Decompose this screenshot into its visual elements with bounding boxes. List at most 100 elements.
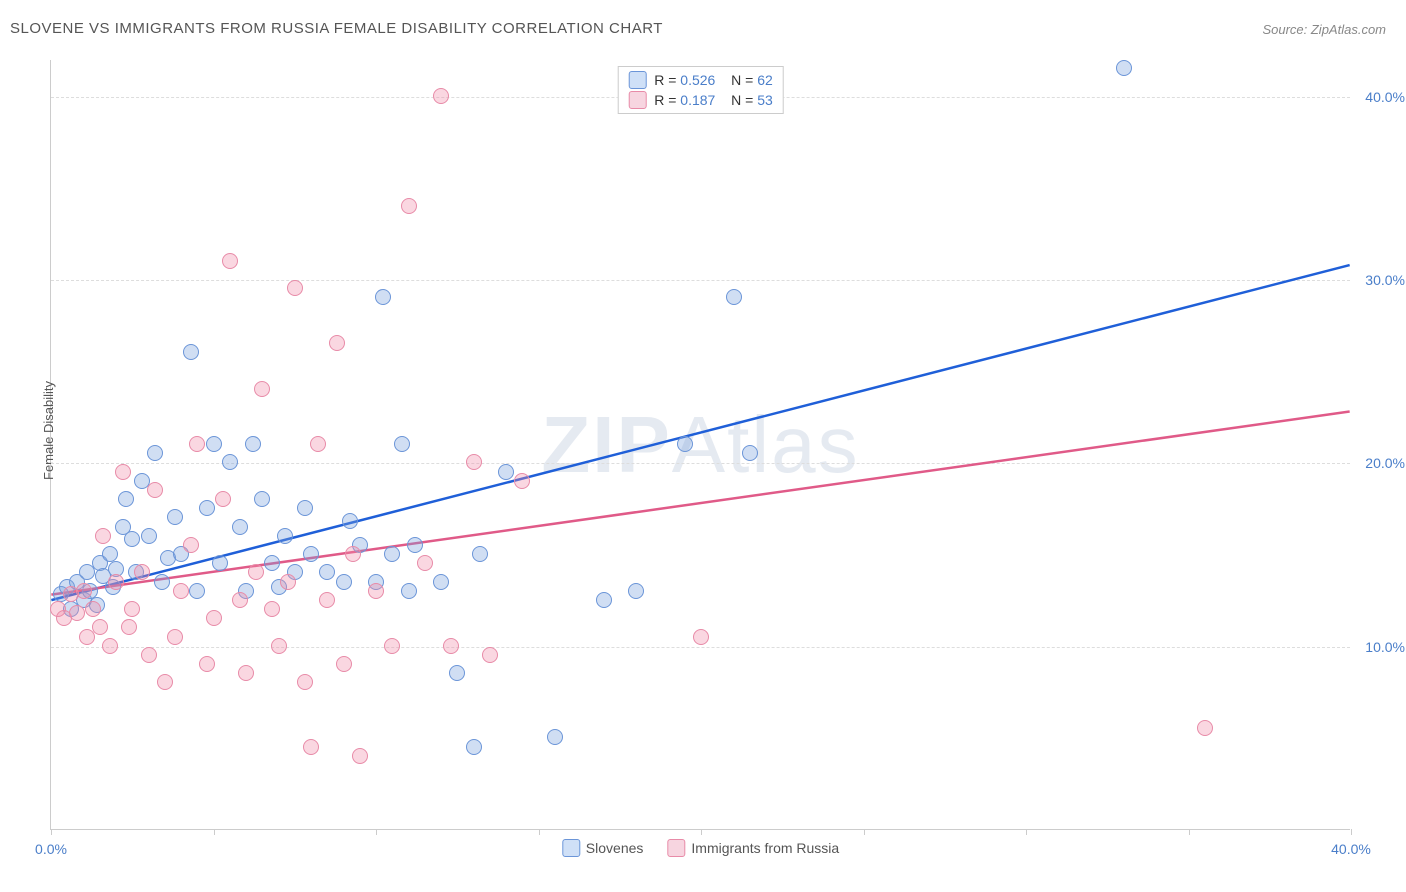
trend-line bbox=[51, 265, 1349, 600]
scatter-point bbox=[1116, 60, 1132, 76]
y-tick-label: 20.0% bbox=[1365, 455, 1405, 471]
scatter-point bbox=[449, 665, 465, 681]
scatter-point bbox=[319, 564, 335, 580]
scatter-point bbox=[115, 464, 131, 480]
scatter-point bbox=[482, 647, 498, 663]
scatter-point bbox=[85, 601, 101, 617]
scatter-point bbox=[147, 482, 163, 498]
scatter-point bbox=[134, 564, 150, 580]
legend-row-slovenes: R = 0.526 N = 62 bbox=[628, 71, 773, 89]
scatter-point bbox=[212, 555, 228, 571]
scatter-point bbox=[336, 656, 352, 672]
scatter-point bbox=[238, 665, 254, 681]
legend-series: Slovenes Immigrants from Russia bbox=[562, 839, 839, 857]
chart-container: SLOVENE VS IMMIGRANTS FROM RUSSIA FEMALE… bbox=[10, 10, 1396, 882]
scatter-point bbox=[154, 574, 170, 590]
scatter-point bbox=[401, 198, 417, 214]
y-axis-label: Female Disability bbox=[41, 381, 56, 480]
scatter-point bbox=[167, 509, 183, 525]
scatter-point bbox=[368, 583, 384, 599]
n-stat-slovenes: N = 62 bbox=[723, 72, 772, 88]
scatter-point bbox=[329, 335, 345, 351]
scatter-point bbox=[245, 436, 261, 452]
plot-area: Female Disability ZIPAtlas 10.0%20.0%30.… bbox=[50, 60, 1350, 830]
x-tick-label: 40.0% bbox=[1331, 841, 1371, 857]
scatter-point bbox=[108, 574, 124, 590]
x-tick bbox=[214, 829, 215, 835]
scatter-point bbox=[141, 647, 157, 663]
scatter-point bbox=[677, 436, 693, 452]
scatter-point bbox=[215, 491, 231, 507]
scatter-point bbox=[407, 537, 423, 553]
scatter-point bbox=[102, 638, 118, 654]
scatter-point bbox=[1197, 720, 1213, 736]
scatter-point bbox=[345, 546, 361, 562]
scatter-point bbox=[121, 619, 137, 635]
scatter-point bbox=[173, 583, 189, 599]
scatter-point bbox=[95, 528, 111, 544]
scatter-point bbox=[157, 674, 173, 690]
scatter-point bbox=[310, 436, 326, 452]
scatter-point bbox=[141, 528, 157, 544]
scatter-point bbox=[303, 739, 319, 755]
scatter-point bbox=[69, 605, 85, 621]
x-tick-label: 0.0% bbox=[35, 841, 67, 857]
scatter-point bbox=[319, 592, 335, 608]
r-stat-russia: R = 0.187 bbox=[654, 92, 715, 108]
scatter-point bbox=[248, 564, 264, 580]
scatter-point bbox=[352, 748, 368, 764]
gridline-h bbox=[51, 647, 1350, 648]
scatter-point bbox=[277, 528, 293, 544]
legend-row-russia: R = 0.187 N = 53 bbox=[628, 91, 773, 109]
legend-item-slovenes: Slovenes bbox=[562, 839, 644, 857]
scatter-point bbox=[222, 454, 238, 470]
scatter-point bbox=[394, 436, 410, 452]
scatter-point bbox=[472, 546, 488, 562]
scatter-point bbox=[498, 464, 514, 480]
y-tick-label: 30.0% bbox=[1365, 272, 1405, 288]
swatch-russia-bottom bbox=[667, 839, 685, 857]
scatter-point bbox=[375, 289, 391, 305]
chart-title: SLOVENE VS IMMIGRANTS FROM RUSSIA FEMALE… bbox=[10, 20, 663, 37]
swatch-slovenes bbox=[628, 71, 646, 89]
scatter-point bbox=[466, 739, 482, 755]
x-tick bbox=[1189, 829, 1190, 835]
legend-correlation: R = 0.526 N = 62 R = 0.187 N = 53 bbox=[617, 66, 784, 114]
x-tick bbox=[701, 829, 702, 835]
scatter-point bbox=[222, 253, 238, 269]
scatter-point bbox=[417, 555, 433, 571]
swatch-slovenes-bottom bbox=[562, 839, 580, 857]
scatter-point bbox=[254, 381, 270, 397]
scatter-point bbox=[596, 592, 612, 608]
scatter-point bbox=[183, 344, 199, 360]
scatter-point bbox=[384, 638, 400, 654]
y-tick-label: 40.0% bbox=[1365, 89, 1405, 105]
x-tick bbox=[539, 829, 540, 835]
r-stat-slovenes: R = 0.526 bbox=[654, 72, 715, 88]
scatter-point bbox=[124, 531, 140, 547]
scatter-point bbox=[514, 473, 530, 489]
scatter-point bbox=[189, 583, 205, 599]
source-attribution: Source: ZipAtlas.com bbox=[1262, 22, 1386, 37]
scatter-point bbox=[232, 592, 248, 608]
scatter-point bbox=[693, 629, 709, 645]
gridline-h bbox=[51, 280, 1350, 281]
scatter-point bbox=[189, 436, 205, 452]
scatter-point bbox=[297, 674, 313, 690]
scatter-point bbox=[384, 546, 400, 562]
scatter-point bbox=[271, 638, 287, 654]
y-tick-label: 10.0% bbox=[1365, 639, 1405, 655]
scatter-point bbox=[92, 619, 108, 635]
n-stat-russia: N = 53 bbox=[723, 92, 772, 108]
legend-item-russia: Immigrants from Russia bbox=[667, 839, 839, 857]
scatter-point bbox=[547, 729, 563, 745]
swatch-russia bbox=[628, 91, 646, 109]
scatter-point bbox=[297, 500, 313, 516]
x-tick bbox=[376, 829, 377, 835]
scatter-point bbox=[254, 491, 270, 507]
scatter-point bbox=[206, 436, 222, 452]
x-tick bbox=[1026, 829, 1027, 835]
legend-label-russia: Immigrants from Russia bbox=[691, 840, 839, 856]
gridline-h bbox=[51, 463, 1350, 464]
scatter-point bbox=[433, 574, 449, 590]
